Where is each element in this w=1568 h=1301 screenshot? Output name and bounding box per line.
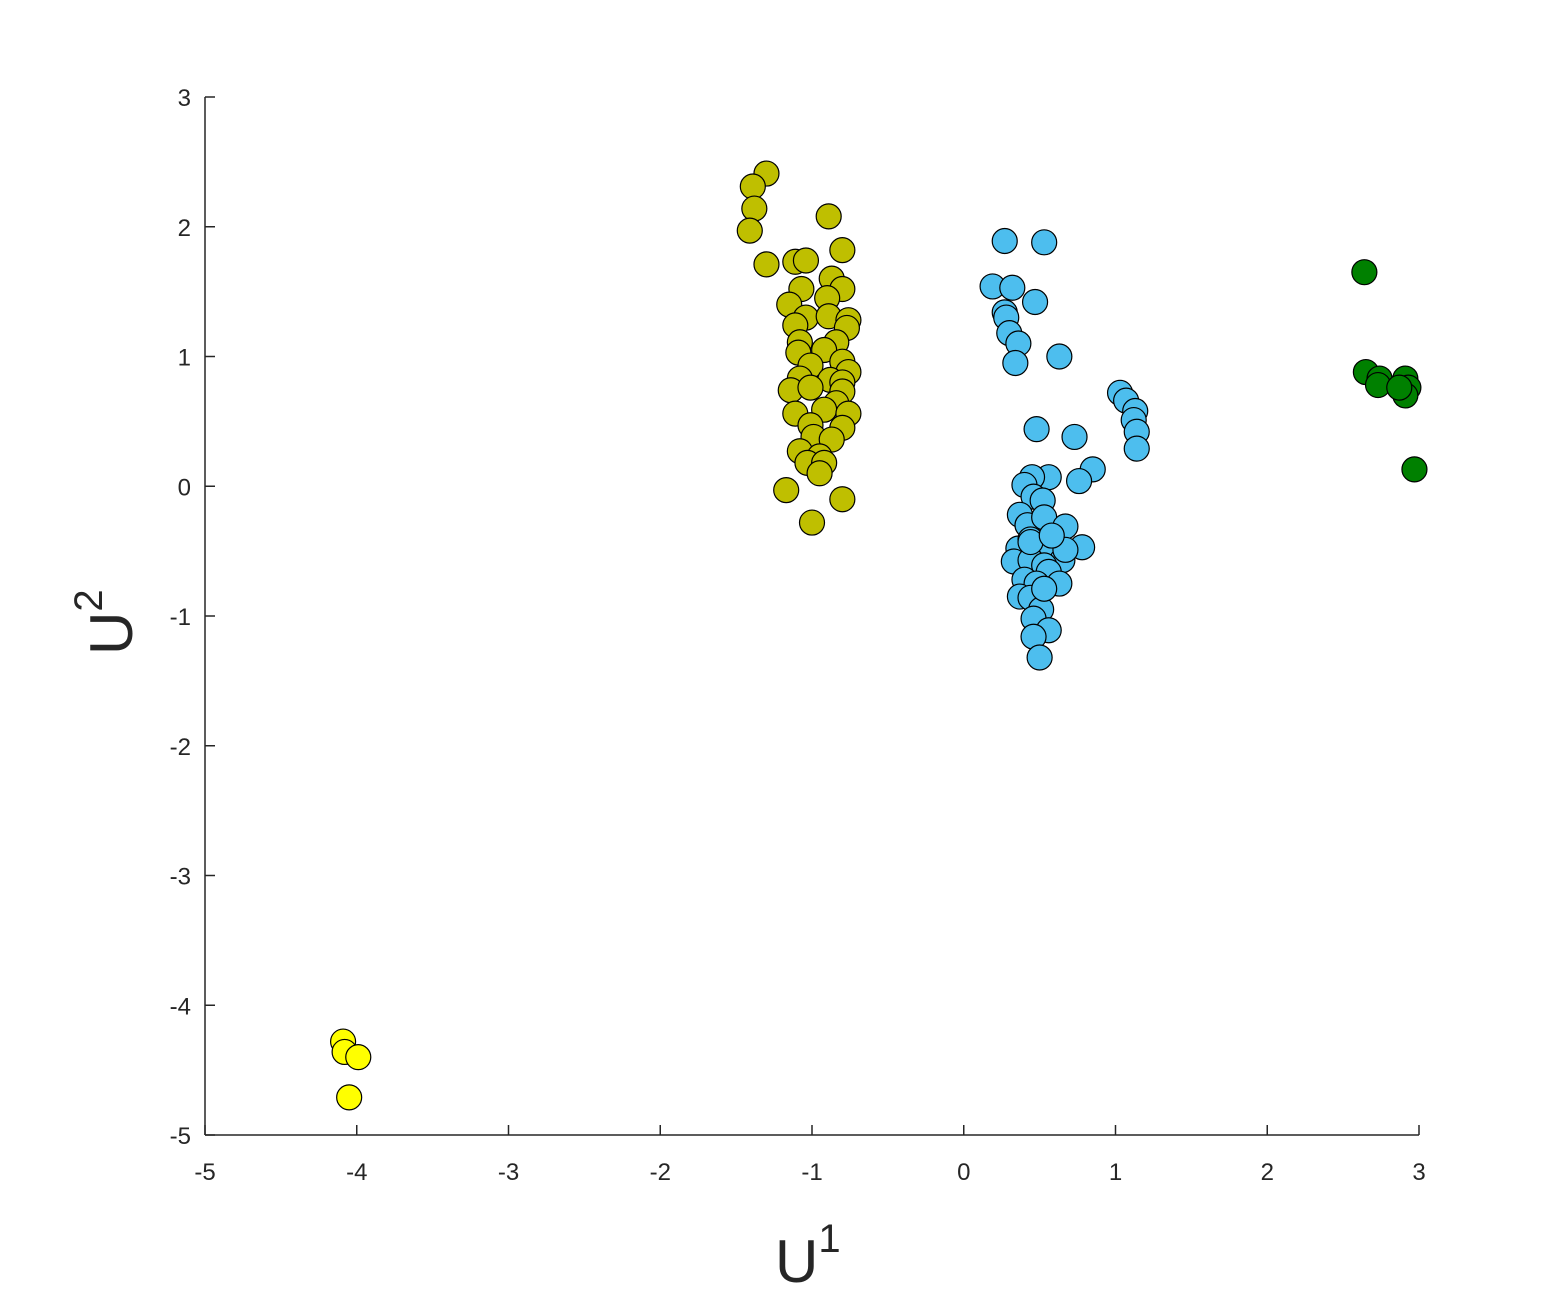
x-tick-label: 1 — [1109, 1159, 1122, 1186]
point — [1031, 575, 1058, 602]
point — [792, 247, 820, 274]
point — [806, 460, 833, 487]
point — [1386, 374, 1413, 401]
y-tick-label: -5 — [170, 1123, 191, 1150]
point — [999, 274, 1026, 301]
point — [1351, 259, 1378, 286]
point — [773, 477, 800, 504]
point — [736, 217, 763, 244]
x-tick-label: -1 — [801, 1159, 822, 1186]
point — [1401, 456, 1428, 483]
point — [1065, 467, 1093, 495]
point — [739, 173, 766, 200]
point — [1026, 644, 1053, 671]
point — [345, 1044, 372, 1071]
y-tick-label: -3 — [170, 864, 191, 891]
x-tick-label: 2 — [1261, 1159, 1274, 1186]
x-tick-label: -4 — [346, 1159, 367, 1186]
x-tick-label: -2 — [650, 1159, 671, 1186]
y-tick-label: 0 — [178, 474, 191, 501]
point — [1046, 343, 1073, 370]
point — [1021, 288, 1049, 316]
y-tick-label: -4 — [170, 993, 191, 1020]
y-tick-label: 1 — [178, 345, 191, 372]
point — [1023, 416, 1050, 443]
point — [753, 251, 780, 278]
y-tick-label: 3 — [178, 85, 191, 112]
x-tick-label: -5 — [194, 1159, 215, 1186]
point — [1038, 522, 1065, 549]
y-label-base: U — [78, 612, 145, 655]
point — [1123, 435, 1150, 462]
y-tick-label: 2 — [178, 215, 191, 242]
point — [797, 374, 824, 401]
y-tick-label: -2 — [170, 734, 191, 761]
point — [741, 195, 768, 222]
y-label-sup: 2 — [67, 589, 111, 611]
x-tick-label: 0 — [957, 1159, 970, 1186]
y-axis-label: U2 — [67, 589, 145, 655]
x-tick-label: -3 — [498, 1159, 519, 1186]
point — [991, 227, 1018, 255]
point — [1002, 349, 1029, 377]
y-tick-label: -1 — [170, 604, 191, 631]
point — [1031, 229, 1058, 256]
x-axis-label: U1 — [775, 1217, 841, 1295]
point — [798, 509, 826, 536]
x-label-sup: 1 — [818, 1217, 840, 1261]
point — [829, 237, 856, 264]
point — [1061, 423, 1088, 451]
x-label-base: U — [775, 1228, 818, 1295]
x-tick-label: 3 — [1412, 1159, 1425, 1186]
point — [815, 203, 842, 230]
point — [829, 486, 856, 513]
point — [336, 1084, 363, 1111]
